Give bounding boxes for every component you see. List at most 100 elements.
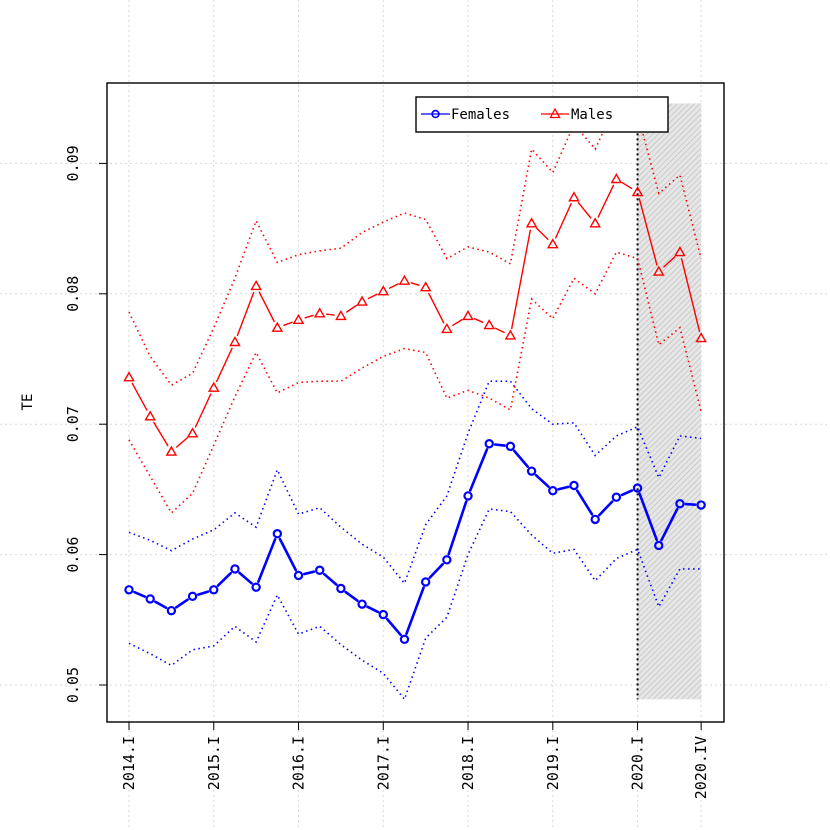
males-line-segment (494, 327, 505, 334)
females-point (230, 564, 240, 574)
males-point (695, 332, 707, 343)
x-tick-label: 2018.I (459, 736, 477, 790)
legend-males-marker (549, 107, 561, 119)
x-tick-label: 2014.I (120, 736, 138, 790)
males-line-segment (511, 229, 531, 330)
females-line-segment (534, 473, 550, 488)
axes: 2014.I 2015.I 2016.I 2017.I 2018.I 2019.I 2020… (64, 145, 710, 799)
males-point (335, 309, 347, 321)
females-point (442, 555, 452, 565)
females-point (336, 583, 346, 594)
males-point (652, 265, 665, 276)
plot-frame (106, 82, 725, 723)
females-point (463, 491, 473, 501)
females-point (166, 605, 177, 616)
females-point (632, 483, 643, 493)
females-point (293, 570, 304, 581)
males-point (229, 336, 241, 347)
males-point (610, 173, 623, 184)
legend-females-label: Females (451, 107, 510, 123)
females-point (251, 582, 261, 592)
females-point (145, 594, 155, 604)
males-line-segment (597, 184, 615, 218)
males-line-segment (346, 304, 357, 313)
males-line-segment (175, 437, 189, 448)
females-line-segment (493, 443, 506, 447)
males-point (356, 295, 368, 306)
females-line-segment (197, 590, 210, 596)
males-point (186, 427, 199, 438)
males-line-segment (236, 291, 255, 337)
males-point (398, 274, 411, 285)
y-tick-label: 0.08 (64, 276, 82, 312)
males-line-segment (388, 283, 399, 289)
males-point (144, 410, 156, 421)
y-axis-label: TE (20, 394, 36, 411)
males-point (292, 313, 305, 325)
males-point (504, 329, 517, 340)
females-line-segment (620, 489, 634, 497)
females-line-segment (302, 570, 316, 576)
females-line-segment (216, 571, 232, 587)
series-lines (131, 181, 701, 637)
x-tick-label: 2015.I (205, 736, 223, 790)
males-line-segment (153, 421, 169, 447)
females-point (526, 466, 537, 476)
females-line-segment (557, 485, 570, 491)
females-line-segment (366, 605, 380, 614)
females-point (420, 577, 431, 587)
males-point (546, 238, 559, 249)
males-line-segment (131, 382, 148, 411)
females-line-segment (238, 571, 253, 585)
males-point (674, 246, 686, 257)
forecast-shaded-rect (637, 103, 702, 700)
males-point (123, 371, 135, 382)
males-point (250, 279, 262, 291)
males-point (441, 322, 453, 334)
males-point (462, 309, 474, 321)
females-line-segment (344, 590, 359, 602)
males-point (165, 445, 178, 456)
males-line-segment (283, 321, 293, 326)
y-tick-label: 0.06 (64, 537, 82, 573)
males-line-segment (473, 318, 484, 323)
x-tick-label: 2017.I (374, 736, 392, 790)
females-point (399, 634, 410, 645)
males-line-segment (304, 314, 314, 319)
females-point (357, 599, 367, 609)
females-point (378, 609, 388, 620)
females-point (675, 499, 685, 509)
females-line-segment (278, 537, 298, 572)
x-tick-label: 2019.I (544, 736, 562, 790)
males-line-segment (215, 347, 233, 382)
females-line-segment (257, 537, 277, 583)
females-point (124, 585, 134, 595)
males-line-segment (535, 227, 549, 241)
x-tick-label: 2020.I (629, 736, 647, 790)
males-point (568, 191, 580, 202)
females-line-segment (575, 489, 594, 516)
females-line-segment (428, 562, 445, 579)
females-line-segment (597, 500, 614, 517)
males-line-segment (410, 282, 420, 286)
females-line-segment (638, 492, 659, 542)
y-tick-label: 0.09 (64, 145, 82, 181)
females-line-segment (512, 449, 530, 468)
males-line-segment (577, 201, 592, 219)
males-point (483, 319, 496, 330)
legend-males-label: Males (571, 107, 613, 123)
males-point (271, 321, 284, 332)
females-point (272, 529, 283, 539)
males-line-segment (428, 292, 445, 324)
females-line-segment (660, 507, 679, 542)
females-point (654, 540, 664, 551)
males-line-segment (452, 318, 463, 326)
females-line-segment (405, 586, 425, 636)
y-tick-label: 0.07 (64, 406, 82, 442)
y-tick-label: 0.05 (64, 667, 82, 703)
males-upper-band (128, 102, 702, 387)
females-point (611, 492, 622, 502)
females-line-segment (175, 598, 189, 609)
females-line-segment (447, 500, 468, 556)
